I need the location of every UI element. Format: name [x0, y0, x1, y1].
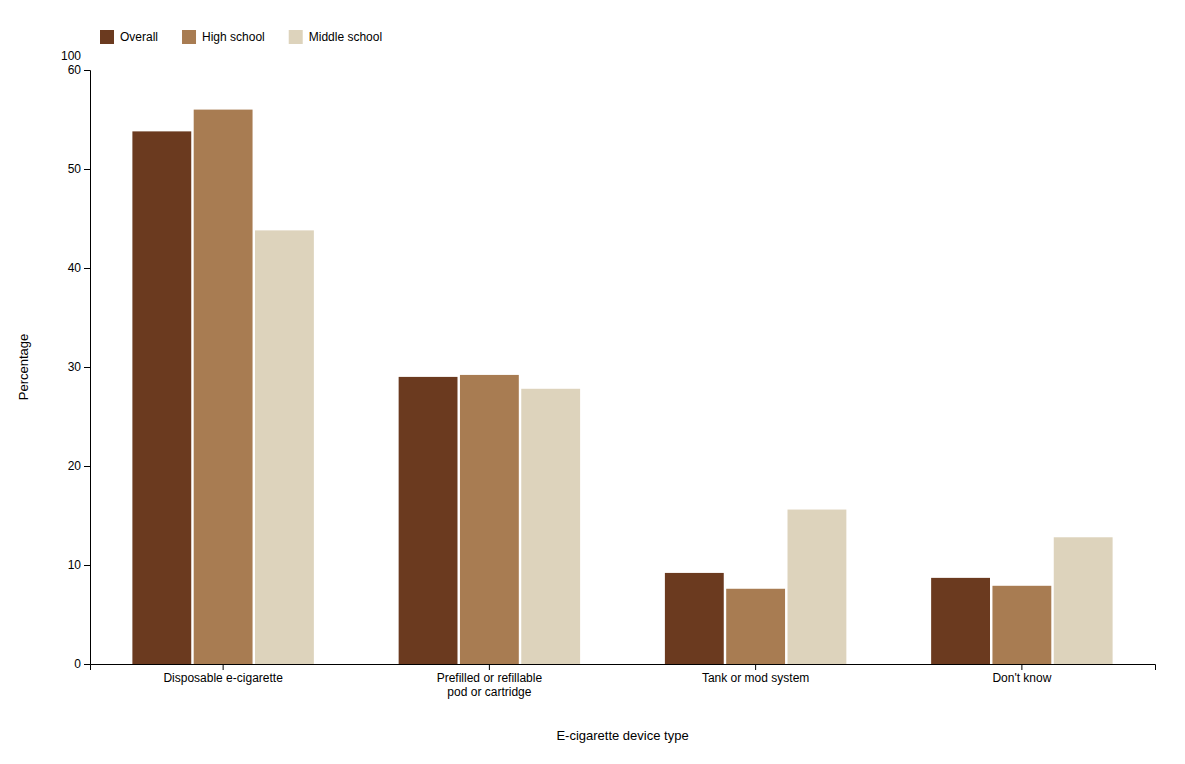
chart: 0 10 20 30 40 50 60 Disposable e-cigarette Prefi… [0, 0, 1185, 764]
legend-item: Middle school [289, 30, 382, 44]
x-tick: Disposable e-cigarette [163, 664, 283, 685]
annotation: 100 [61, 49, 81, 63]
bar [194, 110, 253, 664]
y-tick: 60 [68, 63, 90, 77]
bar [255, 230, 314, 664]
x-tick-mark [223, 664, 224, 670]
y-tick-label: 60 [68, 63, 82, 77]
bar-series [132, 131, 990, 664]
legend-swatch [182, 30, 196, 44]
y-tick-label: 30 [68, 360, 82, 374]
bar [460, 375, 519, 664]
y-tick-label: 50 [68, 162, 82, 176]
bar-series [194, 110, 1052, 664]
y-tick-label: 40 [68, 261, 82, 275]
legend: Overall High school Middle school [100, 30, 382, 44]
y-tick-label: 0 [74, 657, 81, 671]
bar [726, 589, 785, 664]
legend-item: High school [182, 30, 265, 44]
bar [788, 510, 847, 664]
bar [992, 586, 1051, 664]
x-tick-mark [489, 664, 490, 670]
legend-label: High school [202, 30, 265, 44]
bar [521, 389, 580, 664]
y-tick: 40 [68, 261, 90, 275]
y-tick-mark [84, 70, 90, 71]
y-tick: 30 [68, 360, 90, 374]
legend-label: Middle school [309, 30, 382, 44]
y-axis-line [84, 71, 91, 665]
x-tick: Prefilled or refillablepod or cartridge [437, 664, 543, 699]
y-tick-mark [84, 565, 90, 566]
y-tick: 20 [68, 459, 90, 473]
bars [132, 110, 1112, 664]
y-tick-label: 20 [68, 459, 82, 473]
y-tick-label: 10 [68, 558, 82, 572]
x-tick-label: Disposable e-cigarette [163, 671, 283, 685]
x-tick-mark [1021, 664, 1022, 670]
x-tick-label: Tank or mod system [702, 671, 809, 685]
x-axis-title: E-cigarette device type [556, 728, 688, 743]
bar [931, 578, 990, 664]
y-axis: 0 10 20 30 40 50 60 [68, 63, 91, 671]
y-tick: 10 [68, 558, 90, 572]
x-tick-mark [755, 664, 756, 670]
bar [665, 573, 724, 664]
y-axis-title: Percentage [16, 334, 31, 401]
x-axis: Disposable e-cigarette Prefilled or refil… [91, 664, 1156, 699]
y-tick-mark [84, 169, 90, 170]
bar-series [255, 230, 1113, 664]
legend-label: Overall [120, 30, 158, 44]
x-tick-label: Prefilled or refillablepod or cartridge [437, 671, 543, 699]
x-tick: Don't know [992, 664, 1051, 685]
legend-item: Overall [100, 30, 158, 44]
legend-swatch [289, 30, 303, 44]
x-tick: Tank or mod system [702, 664, 809, 685]
y-tick-mark [84, 268, 90, 269]
x-tick-label: Don't know [992, 671, 1051, 685]
legend-swatch [100, 30, 114, 44]
y-tick-mark [84, 367, 90, 368]
plot: 0 10 20 30 40 50 60 Disposable e-cigarette Prefi… [61, 49, 1156, 699]
bar [1054, 537, 1113, 664]
y-tick-mark [84, 466, 90, 467]
y-tick: 50 [68, 162, 90, 176]
x-axis-line [91, 665, 1156, 671]
y-tick: 0 [74, 657, 90, 671]
bar [132, 131, 191, 664]
bar [399, 377, 458, 664]
y-tick-mark [84, 664, 90, 665]
